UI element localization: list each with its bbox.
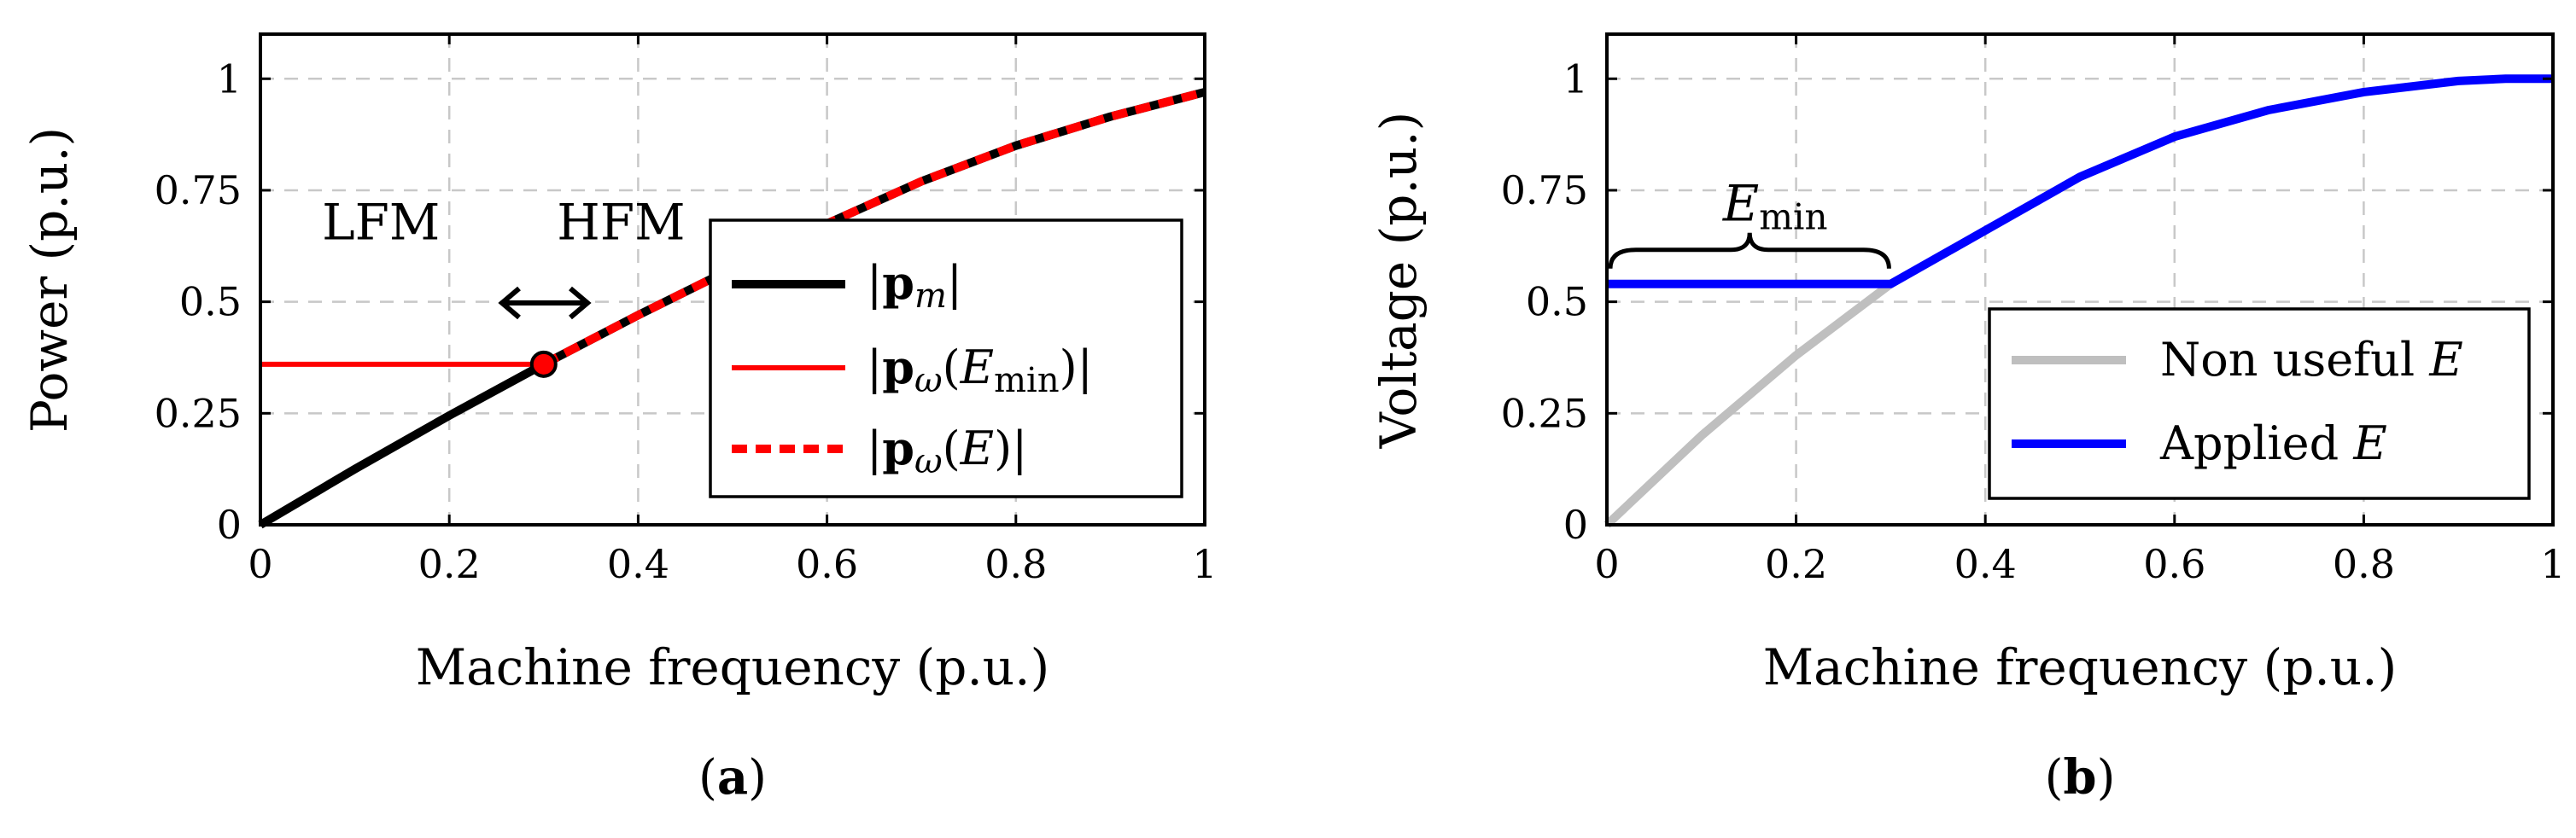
legend-label-pw-emin: |pω(Emin)|	[867, 340, 1093, 400]
x-tick-label: 0.4	[607, 541, 669, 587]
legend-a: |pm| |pω(Emin)| |pω(E)|	[709, 218, 1183, 498]
chart-panel-a: 0 0.2 0.4 0.6 0.8 1 0 0.25 0.5 0.75 1 LFM HFM ↔ |p…	[0, 0, 1218, 806]
ticks-a: 0 0.2 0.4 0.6 0.8 1 0 0.25 0.5 0.75 1	[155, 34, 1218, 587]
chart-panel-b: 0 0.2 0.4 0.6 0.8 1 0 0.25 0.5 0.75 1 Emin Non use…	[1370, 32, 2566, 806]
x-tick-label: 0.6	[2143, 541, 2205, 587]
x-tick-label: 1	[1192, 541, 1217, 587]
emin-brace	[1608, 232, 1891, 269]
x-tick-label: 1	[2540, 541, 2565, 587]
x-tick-label: 0.8	[2333, 541, 2395, 587]
x-axis-label-a: Machine frequency (p.u.)	[416, 638, 1049, 696]
y-axis-label-a: Power (p.u.)	[20, 127, 79, 433]
legend-b: Non useful E Applied E	[1988, 307, 2531, 500]
x-tick-label: 0.8	[984, 541, 1047, 587]
y-tick-label: 0	[1563, 502, 1588, 548]
ticks-b: 0 0.2 0.4 0.6 0.8 1 0 0.25 0.5 0.75 1	[1501, 34, 2566, 587]
x-tick-label: 0	[248, 541, 272, 587]
x-tick-label: 0.2	[1765, 541, 1827, 587]
y-tick-label: 0	[217, 502, 242, 548]
series-group-b	[1603, 74, 2553, 528]
legend-label-applied: Applied E	[2159, 416, 2387, 470]
emin-brace-label: Emin	[1722, 175, 1828, 238]
panel-label-b: (b)	[2045, 749, 2116, 806]
y-tick-label: 0.75	[155, 167, 242, 213]
double-arrow-icon: ↔	[0, 0, 592, 320]
legend-box-b	[1988, 307, 2531, 500]
legend-label-pw-e: |pω(E)|	[867, 421, 1027, 481]
y-axis-label-b: Voltage (p.u.)	[1370, 112, 1428, 449]
axes-frame-a	[259, 32, 1206, 527]
double-arrow-glyph: ↔	[0, 0, 1, 1]
x-tick-label: 0.4	[1954, 541, 2017, 587]
y-tick-label: 0.25	[1501, 390, 1588, 436]
y-tick-label: 0.5	[1526, 279, 1588, 325]
x-tick-label: 0	[1594, 541, 1619, 587]
annotation-lfm: LFM	[322, 193, 440, 251]
annotation-hfm: HFM	[557, 193, 685, 251]
transition-point-marker	[529, 350, 558, 378]
series-line-a-2	[541, 88, 1206, 369]
axes-frame-b	[1605, 32, 2555, 527]
y-tick-label: 0.25	[155, 390, 242, 436]
legend-label-non-useful: Non useful E	[2160, 333, 2463, 387]
series-line-b-0	[1603, 280, 1894, 528]
y-tick-label: 1	[1563, 55, 1588, 102]
panel-label-a: (a)	[698, 749, 767, 806]
series-line-b-1	[1607, 74, 2553, 288]
y-tick-label: 1	[217, 55, 242, 102]
legend-label-pm: |pm|	[867, 255, 962, 316]
x-tick-label: 0.2	[418, 541, 481, 587]
x-tick-label: 0.6	[796, 541, 858, 587]
y-tick-label: 0.75	[1501, 167, 1588, 213]
x-axis-label-b: Machine frequency (p.u.)	[1763, 638, 2397, 696]
y-tick-label: 0.5	[179, 279, 242, 325]
